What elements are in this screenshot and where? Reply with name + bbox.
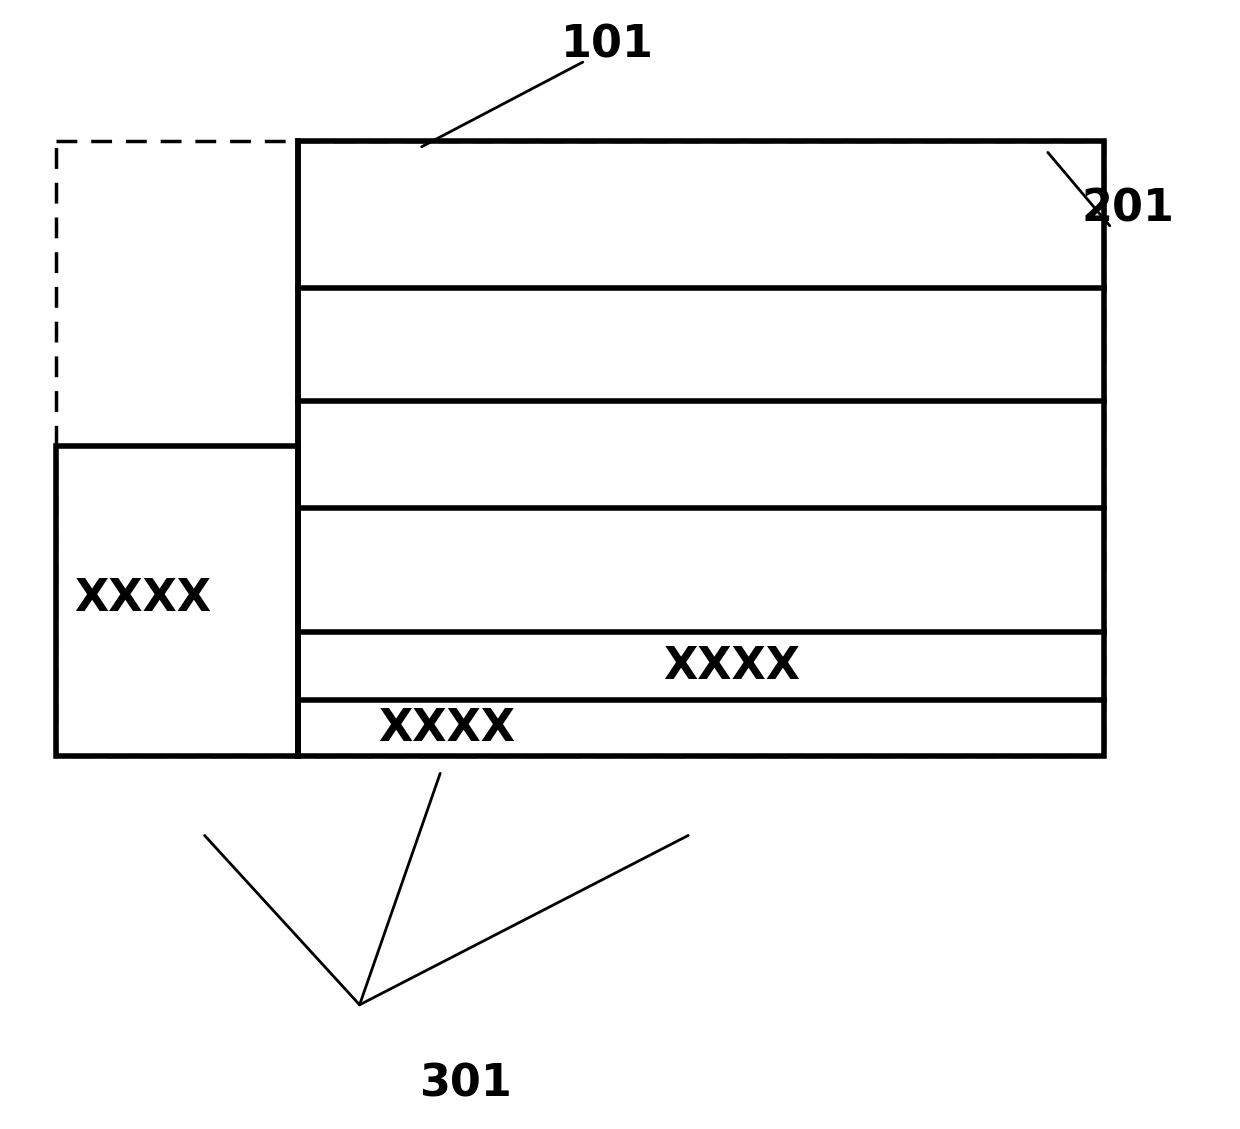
Text: XXXX: XXXX [74, 577, 211, 620]
Text: 201: 201 [1081, 187, 1176, 230]
Bar [298, 141, 1104, 756]
Text: 101: 101 [560, 24, 655, 67]
Bar [56, 141, 1104, 756]
Text: XXXX: XXXX [663, 645, 800, 688]
Text: XXXX: XXXX [378, 707, 515, 750]
Text: 301: 301 [419, 1062, 511, 1105]
Bar [56, 446, 298, 756]
